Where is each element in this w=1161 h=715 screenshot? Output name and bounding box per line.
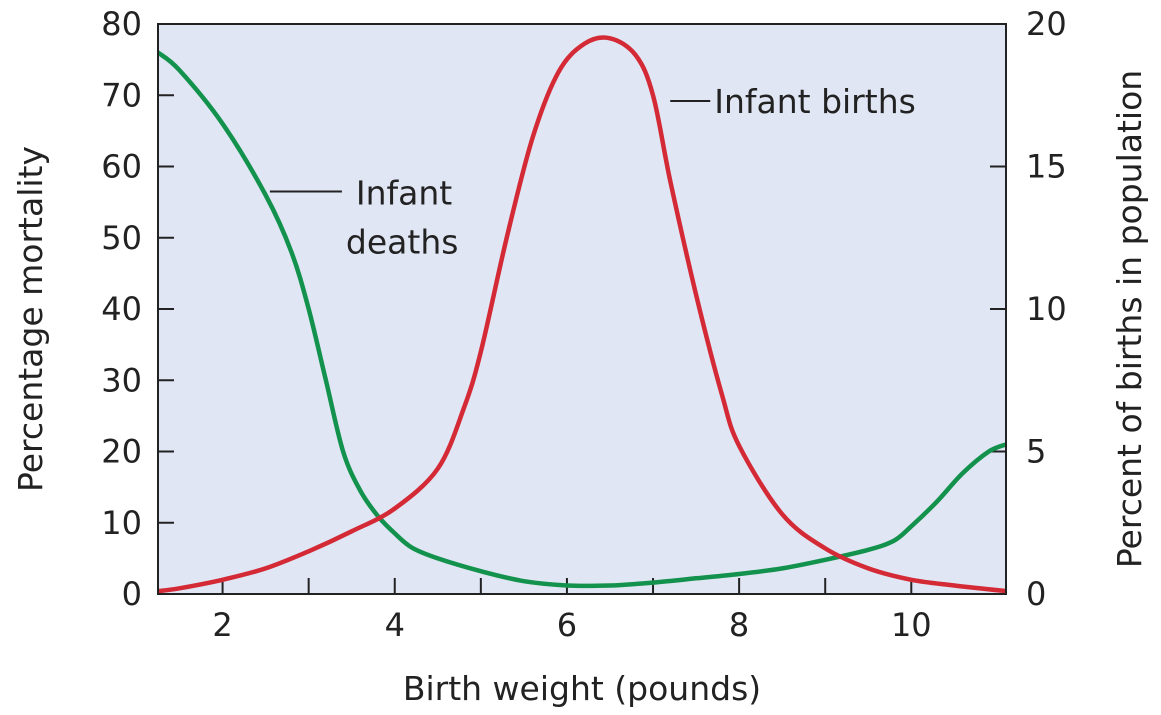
plot-frame — [157, 23, 1007, 595]
y-tick-label: 0 — [122, 575, 142, 613]
x-tick-label: 4 — [385, 606, 405, 644]
y-tick-label: 70 — [101, 76, 142, 114]
y2-tick-label: 15 — [1026, 148, 1067, 186]
infant-deaths-annotation-line2: deaths — [346, 222, 459, 261]
tick-labels: 0 10 20 30 40 50 60 70 80 0 5 10 15 20 2 4 6 8 10 — [101, 5, 1066, 644]
y-tick-label: 40 — [101, 290, 142, 328]
y-tick-label: 60 — [101, 148, 142, 186]
y-tick-label: 20 — [101, 433, 142, 471]
x-tick-label: 2 — [212, 606, 232, 644]
y2-axis-title: Percent of births in population — [1110, 70, 1149, 568]
infant-births-curve — [158, 35, 1006, 594]
infant-deaths-curve — [158, 50, 1006, 589]
x-tick-label: 6 — [557, 606, 577, 644]
y-tick-label: 80 — [101, 5, 142, 43]
x-tick-label: 8 — [729, 606, 749, 644]
y-tick-label: 10 — [101, 504, 142, 542]
plot-background — [158, 24, 1006, 594]
y-tick-label: 50 — [101, 219, 142, 257]
y-tick-label: 30 — [101, 361, 142, 399]
y-axis-title: Percentage mortality — [11, 146, 50, 492]
y2-tick-label: 0 — [1026, 575, 1046, 613]
y2-tick-label: 5 — [1026, 433, 1046, 471]
infant-births-annotation: Infant births — [714, 82, 916, 121]
data-curves — [158, 35, 1006, 594]
x-axis-title: Birth weight (pounds) — [403, 669, 761, 708]
x-tick-label: 10 — [891, 606, 932, 644]
y2-tick-label: 10 — [1026, 290, 1067, 328]
infant-deaths-annotation-line1: Infant — [356, 173, 452, 212]
y2-tick-label: 20 — [1026, 5, 1067, 43]
